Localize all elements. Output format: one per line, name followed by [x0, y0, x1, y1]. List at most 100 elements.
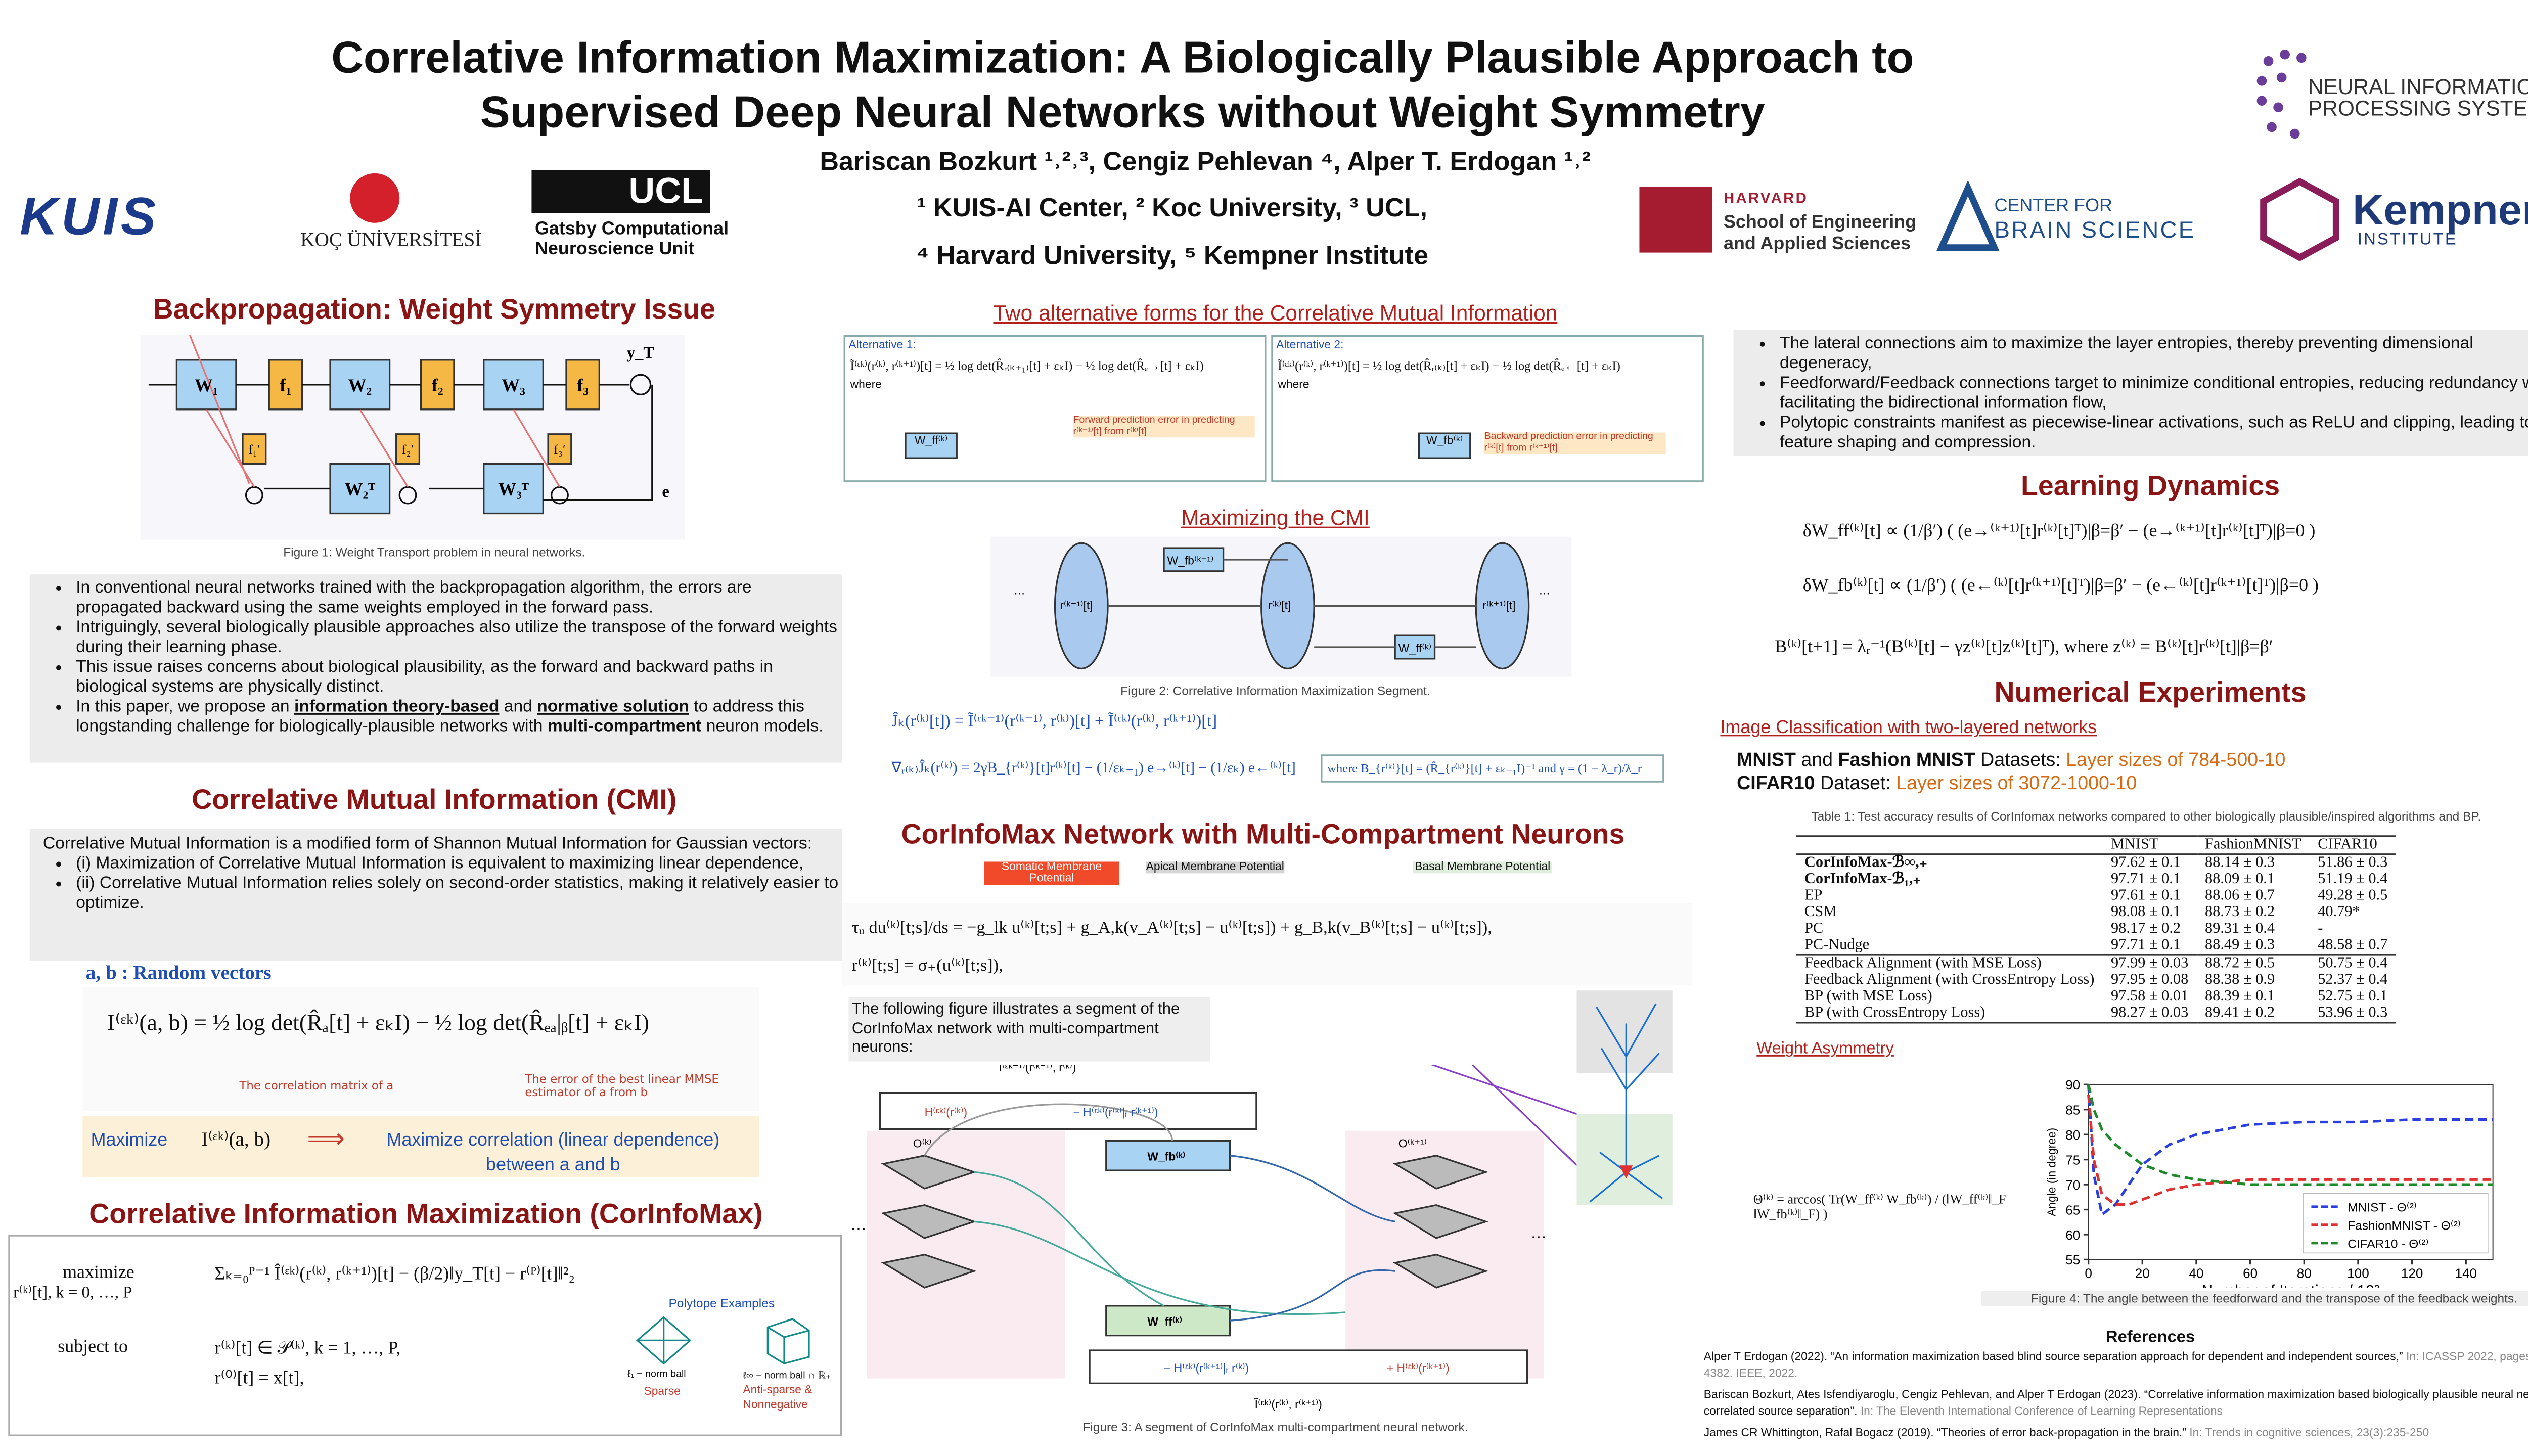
legend-label: CIFAR10 - Θ⁽²⁾	[2348, 1238, 2428, 1251]
column-header: FashionMNIST	[2204, 837, 2301, 854]
caption: Table 1: Test accuracy results of CorInf…	[1811, 808, 2481, 824]
text: In this paper, we propose an	[76, 698, 294, 717]
cell: 89.31 ± 0.4	[2204, 921, 2275, 938]
arrow: ⟹	[307, 1125, 345, 1154]
series-line	[2087, 1094, 2493, 1206]
neuron-image	[1576, 990, 1673, 1205]
figure-2: … r⁽ᵏ⁻¹⁾[t] r⁽ᵏ⁾[t] r⁽ᵏ⁺¹⁾[t] … W_fb⁽ᵏ⁻¹⁾ W_ff…	[990, 536, 1572, 677]
legend-label: MNIST - Θ⁽²⁾	[2348, 1201, 2417, 1215]
fig-label: W_ff⁽ᵏ⁾	[1398, 642, 1432, 655]
text: Center for	[1994, 196, 2112, 216]
bullet-box: In conventional neural networks trained …	[29, 574, 842, 763]
shape: information theory-based	[294, 698, 499, 716]
shape	[766, 1318, 810, 1364]
y-tick-label: 90	[2065, 1077, 2080, 1093]
text: and	[499, 698, 537, 717]
x-tick-label: 20	[2135, 1265, 2150, 1281]
equation: where B_{r⁽ᵏ⁾}[t] = (R̂_{r⁽ᵏ⁾}[t] + εₖ₋₁…	[1321, 754, 1664, 783]
cell: -	[2318, 921, 2323, 938]
shape	[2263, 56, 2274, 66]
cell: 49.28 ± 0.5	[2318, 888, 2388, 905]
text: multi-compartment	[547, 718, 702, 737]
cell: 88.73 ± 0.2	[2204, 904, 2275, 922]
legend-label: FashionMNIST - Θ⁽²⁾	[2348, 1219, 2461, 1233]
text: where	[1278, 380, 1310, 391]
section-title: Learning Dynamics	[2020, 470, 2280, 502]
text: Gatsby Computational	[534, 219, 729, 240]
logo-shield	[1639, 186, 1712, 253]
row: PC 98.17 ± 0.2 89.31 ± 0.4 -	[1796, 921, 2396, 938]
fig-label: O⁽ᵏ⁾	[913, 1136, 932, 1150]
shape	[329, 463, 391, 515]
alt-box: Alternative 2: Ĩ⁽ᵋᵏ⁾(r⁽ᵏ⁾, r⁽ᵏ⁺¹⁾)[t] = ½…	[1271, 335, 1704, 482]
logo-neurips-mark	[2256, 49, 2307, 139]
equation: ∇ᵣ₍ₖ₎Ĵₖ(r⁽ᵏ⁾) = 2γB_{r⁽ᵏ⁾}[t]r⁽ᵏ⁾[t] − (…	[891, 759, 1296, 776]
row: PC-Nudge 97.71 ± 0.1 88.49 ± 0.3 48.58 ± 0.…	[1796, 938, 2396, 955]
references-title: References	[2106, 1329, 2195, 1347]
fig-label: r⁽ᵏ⁾[t]	[1268, 599, 1291, 612]
text: CIFAR10	[1737, 774, 1815, 794]
shape	[483, 463, 544, 515]
reference-venue: In: The Eleventh International Conferenc…	[1860, 1405, 2223, 1418]
shape	[1108, 559, 1476, 648]
annotation: The error of the best linear MMSE estima…	[525, 1073, 719, 1100]
text: subject to	[58, 1337, 128, 1357]
text: Maximize correlation (linear dependence)…	[386, 1130, 720, 1175]
bullet: In conventional neural networks trained …	[76, 579, 842, 619]
box: W_ff⁽ᵏ⁾	[905, 432, 958, 459]
shape	[329, 359, 391, 411]
bullet: (i) Maximization of Correlative Mutual I…	[76, 855, 842, 875]
dataset: CIFAR10 Dataset: Layer sizes of 3072-100…	[1737, 774, 2137, 794]
header-row: MNIST FashionMNIST CIFAR10	[1796, 836, 2396, 854]
row: EP 97.61 ± 0.1 88.06 ± 0.7 49.28 ± 0.5	[1796, 888, 2396, 905]
logo-harvard: HARVARD	[1723, 190, 1809, 207]
text: Dataset:	[1815, 774, 1897, 794]
caption: Figure 2: Correlative Information Maximi…	[1120, 683, 1430, 699]
row: CSM 98.08 ± 0.1 88.73 ± 0.2 40.79*	[1796, 904, 2396, 921]
shape	[2296, 53, 2307, 63]
row: BP (with CrossEntropy Loss) 98.27 ± 0.03 8…	[1796, 1006, 2396, 1023]
cell: BP (with MSE Loss)	[1804, 988, 1932, 1006]
logo-koc: KOÇ ÜNİVERSİTESİ	[300, 228, 482, 251]
series-line	[2087, 1084, 2493, 1186]
shape	[2267, 122, 2277, 132]
equation: Σₖ₌₀ᴾ⁻¹ Î⁽ᵋᵏ⁾(r⁽ᵏ⁾, r⁽ᵏ⁺¹⁾)[t] − (β/2)‖y…	[214, 1264, 575, 1285]
shape	[189, 335, 561, 488]
shape	[242, 433, 267, 465]
text: Neuroscience Unit	[534, 239, 695, 259]
fig-label: W_ff⁽ᵏ⁾	[1147, 1315, 1182, 1328]
cell: PC-Nudge	[1804, 937, 1870, 954]
fig-label: W₂	[348, 375, 372, 395]
cell: 97.99 ± 0.03	[2111, 956, 2189, 973]
results-table: MNIST FashionMNIST CIFAR10 CorInfoMax-ℬ∞,₊ 9…	[1796, 835, 2396, 1024]
series-line	[2087, 1084, 2493, 1217]
shape	[420, 359, 455, 411]
equation: B⁽ᵏ⁾[t+1] = λᵣ⁻¹(B⁽ᵏ⁾[t] − γz⁽ᵏ⁾[t]z⁽ᵏ⁾[…	[1775, 637, 2273, 657]
shape	[2280, 49, 2290, 60]
shape: In conventional neural networks trained …	[30, 579, 842, 738]
text: Datasets:	[1975, 751, 2066, 771]
section-title: Correlative Mutual Information (CMI)	[192, 784, 677, 816]
shape	[974, 1220, 1346, 1315]
cell: 52.75 ± 0.1	[2318, 988, 2388, 1006]
text: Fashion MNIST	[1838, 751, 1975, 771]
subtitle: Two alternative forms for the Correlativ…	[993, 300, 1558, 326]
text: ℓ₁ − norm ball	[627, 1370, 686, 1380]
chart: 55 60 65 70 75 80 85 90 0 20 40 60 80 100 120 140 Number…	[2045, 1077, 2494, 1288]
fig-label: O⁽ᵏ⁺¹⁾	[1398, 1136, 1427, 1150]
shape	[2260, 178, 2339, 261]
logo-seas: School of Engineering and Applied Science…	[1724, 213, 1916, 256]
shape	[1589, 1003, 1663, 1203]
fig-label: r⁽ᵏ⁻¹⁾[t]	[1060, 599, 1093, 612]
fig-label: r⁽ᵏ⁺¹⁾[t]	[1482, 599, 1515, 612]
label: Basal Membrane Potential	[1413, 861, 1552, 874]
title: Supervised Deep Neural Networks without …	[480, 87, 1765, 138]
text: School of Engineering	[1723, 213, 1917, 233]
shape	[1089, 1349, 1528, 1384]
fig-label: f₁	[280, 375, 292, 395]
text: ℓ∞ − norm ball ∩ ℝ₊	[743, 1372, 831, 1382]
cell: 88.09 ± 0.1	[2204, 872, 2275, 888]
shape	[148, 384, 653, 502]
logo-cbs-mark	[1936, 181, 2000, 251]
